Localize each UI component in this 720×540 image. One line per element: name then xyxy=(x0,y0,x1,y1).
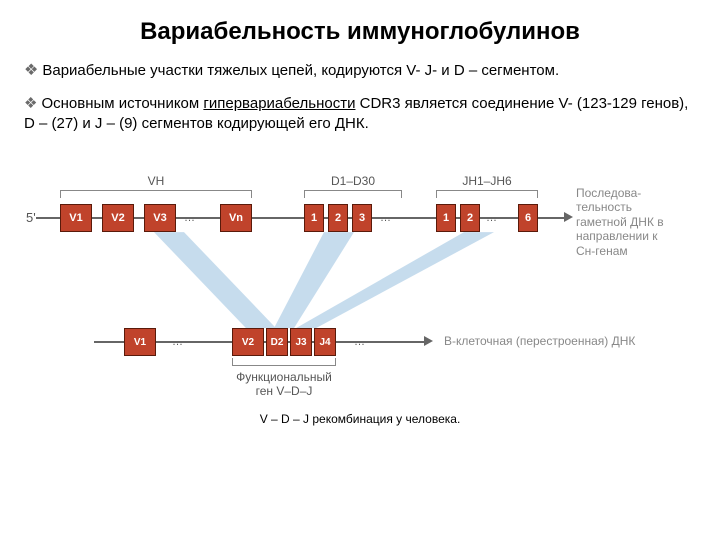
ellipsis: … xyxy=(184,212,196,224)
ellipsis: … xyxy=(380,212,392,224)
group-label: D1–D30 xyxy=(304,174,402,188)
gene-segment: J3 xyxy=(290,328,312,356)
group-label: JH1–JH6 xyxy=(436,174,538,188)
page-title: Вариабельность иммуноглобулинов xyxy=(24,18,696,46)
five-prime-label: 5' xyxy=(26,210,36,225)
gene-segment: 2 xyxy=(328,204,348,232)
arrowhead-icon xyxy=(424,336,433,346)
gene-segment: 6 xyxy=(518,204,538,232)
ellipsis: … xyxy=(172,336,184,348)
gene-segment: V1 xyxy=(124,328,156,356)
group-label: VH xyxy=(60,174,252,188)
functional-gene-label: Функциональныйген V–D–J xyxy=(212,370,356,398)
p2u: гипервариабельности xyxy=(203,95,355,112)
group-bracket xyxy=(60,190,252,198)
gene-segment: V1 xyxy=(60,204,92,232)
ellipsis: … xyxy=(354,336,366,348)
paragraph-1: ❖Вариабельные участки тяжелых цепей, код… xyxy=(24,60,696,82)
group-bracket xyxy=(436,190,538,198)
functional-gene-bracket xyxy=(232,358,336,366)
gene-segment: D2 xyxy=(266,328,288,356)
gene-segment: 3 xyxy=(352,204,372,232)
paragraph-2: ❖Основным источником гипервариабельности… xyxy=(24,94,696,135)
gene-segment: 2 xyxy=(460,204,480,232)
arrowhead-icon xyxy=(564,212,573,222)
bullet-icon: ❖ xyxy=(24,95,37,112)
p1-text: Вариабельные участки тяжелых цепей, коди… xyxy=(42,62,559,79)
gene-segment: 1 xyxy=(436,204,456,232)
gene-segment: J4 xyxy=(314,328,336,356)
ellipsis: … xyxy=(486,212,498,224)
vdj-diagram: 5'VHD1–D30JH1–JH6V1V2V3Vn123126………Послед… xyxy=(24,146,696,406)
gene-segment: V2 xyxy=(102,204,134,232)
bullet-icon: ❖ xyxy=(24,62,38,79)
group-bracket xyxy=(304,190,402,198)
gene-segment: V2 xyxy=(232,328,264,356)
gene-segment: V3 xyxy=(144,204,176,232)
bcell-side-label: В-клеточная (перестроенная) ДНК xyxy=(444,334,684,348)
diagram-caption: V – D – J рекомбинация у человека. xyxy=(24,412,696,426)
gene-segment: 1 xyxy=(304,204,324,232)
gene-segment: Vn xyxy=(220,204,252,232)
p2a: Основным источником xyxy=(41,95,203,112)
germline-side-label: Последова-тельностьгаметной ДНК внаправл… xyxy=(576,186,696,258)
